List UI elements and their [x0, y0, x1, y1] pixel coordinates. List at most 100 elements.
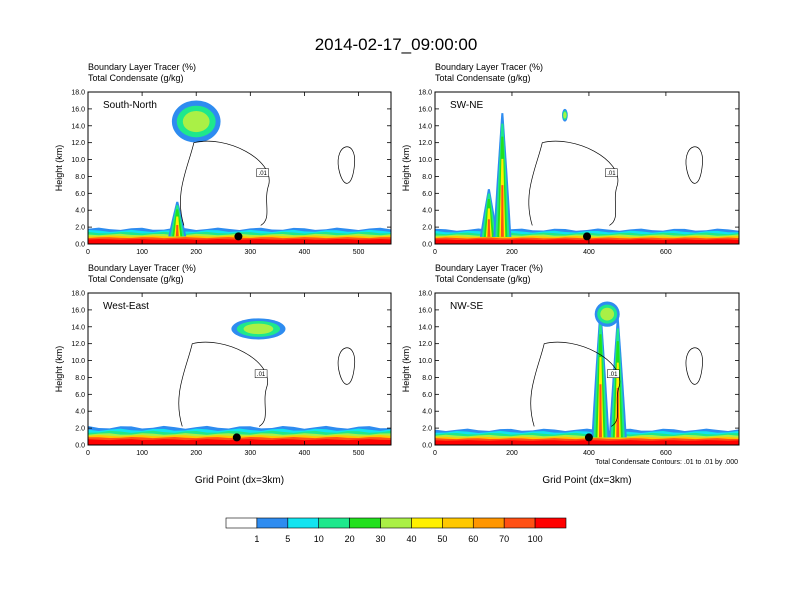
header-condensate: Total Condensate (g/kg)	[88, 274, 184, 284]
xtick-label: 200	[506, 450, 518, 457]
plot-frame	[434, 292, 740, 446]
xtick-label: 400	[299, 249, 311, 256]
xtick-label: 0	[86, 450, 90, 457]
contour-label: .01	[607, 171, 616, 177]
ytick-label: 4.0	[75, 208, 85, 215]
plot-layers: .01	[435, 301, 739, 445]
xtick-label: 600	[660, 249, 672, 256]
location-marker	[584, 433, 593, 442]
xtick-label: 200	[190, 249, 202, 256]
contour-label: .01	[609, 372, 618, 378]
xtick-label: 0	[433, 450, 437, 457]
ytick-label: 4.0	[75, 409, 85, 416]
plume-0-layer-4	[175, 225, 179, 237]
ytick-label: 6.0	[75, 191, 85, 198]
bl-band-6	[435, 440, 739, 445]
location-marker	[583, 232, 591, 241]
ylabel: Height (km)	[401, 145, 411, 192]
ytick-label: 6.0	[422, 191, 432, 198]
panel-west-east: Boundary Layer Tracer (%)Total Condensat…	[54, 263, 392, 486]
bl-band-6	[88, 439, 391, 445]
xtick-label: 500	[353, 249, 365, 256]
location-marker	[232, 433, 241, 442]
ytick-label: 2.0	[75, 225, 85, 232]
colorbar-swatch-3	[318, 517, 350, 529]
ytick-label: 0.0	[75, 242, 85, 249]
ylabel: Height (km)	[54, 145, 64, 192]
colorbar-swatch-2	[287, 517, 320, 529]
header-tracer: Boundary Layer Tracer (%)	[88, 263, 196, 273]
panel-sw-ne: Boundary Layer Tracer (%)Total Condensat…	[401, 62, 740, 256]
ytick-label: 10.0	[418, 157, 432, 164]
colorbar-swatch-7	[442, 517, 474, 529]
xtick-label: 300	[244, 450, 256, 457]
plot-frame	[87, 292, 392, 446]
ytick-label: 12.0	[71, 341, 85, 348]
contour-label: .01	[259, 171, 268, 177]
ytick-label: 18.0	[418, 291, 432, 298]
ytick-label: 14.0	[71, 123, 85, 130]
contour-label-box	[254, 369, 268, 379]
condensate-contour	[530, 341, 621, 427]
colorbar-swatch-0	[225, 517, 258, 529]
contour-info: Total Condensate Contours: .01 to .01 by…	[595, 459, 738, 466]
ytick-label: 12.0	[418, 140, 432, 147]
ytick-label: 6.0	[422, 392, 432, 399]
xtick-label: 400	[583, 249, 595, 256]
xtick-label: 500	[353, 450, 365, 457]
ytick-label: 2.0	[422, 426, 432, 433]
ytick-label: 16.0	[418, 106, 432, 113]
contour-label-box	[605, 168, 618, 178]
colorbar-swatch-9	[503, 517, 536, 529]
ytick-label: 10.0	[418, 358, 432, 365]
condensate-contour	[180, 140, 270, 226]
plot-area	[435, 92, 739, 244]
xtick-label: 100	[136, 249, 148, 256]
ytick-label: 4.0	[422, 409, 432, 416]
ytick-label: 12.0	[418, 341, 432, 348]
contour-label: .01	[257, 372, 266, 378]
xtick-label: 400	[583, 450, 595, 457]
colorbar-label: 1	[254, 534, 259, 544]
ytick-label: 4.0	[422, 208, 432, 215]
ylabel: Height (km)	[54, 346, 64, 393]
bl-band-6	[435, 239, 739, 244]
plot-layers: .01	[435, 108, 739, 244]
anvil-0-core	[182, 111, 210, 133]
colorbar-swatch-6	[411, 517, 443, 529]
xtick-label: 200	[190, 450, 202, 457]
xtick-label: 200	[506, 249, 518, 256]
colorbar-label: 70	[499, 534, 509, 544]
header-tracer: Boundary Layer Tracer (%)	[435, 62, 543, 72]
ytick-label: 18.0	[71, 90, 85, 97]
colorbar-label: 5	[285, 534, 290, 544]
panel-south-north: Boundary Layer Tracer (%)Total Condensat…	[54, 62, 392, 256]
ytick-label: 18.0	[71, 291, 85, 298]
ytick-label: 2.0	[75, 426, 85, 433]
plot-layers: .01	[88, 318, 391, 445]
xtick-label: 0	[433, 249, 437, 256]
ytick-label: 0.0	[422, 242, 432, 249]
panel-title: West-East	[103, 301, 149, 312]
xlabel: Grid Point (dx=3km)	[195, 475, 284, 486]
xtick-label: 600	[660, 450, 672, 457]
contour-label-box	[607, 369, 620, 379]
colorbar-label: 30	[376, 534, 386, 544]
ytick-label: 12.0	[71, 140, 85, 147]
bl-band-6	[88, 239, 391, 244]
header-tracer: Boundary Layer Tracer (%)	[435, 263, 543, 273]
panel-title: SW-NE	[450, 100, 483, 111]
colorbar-swatch-4	[349, 517, 381, 529]
plot-area	[435, 293, 739, 445]
colorbar-label: 100	[528, 534, 543, 544]
ytick-label: 8.0	[422, 174, 432, 181]
plume-0-layer-4	[598, 384, 602, 438]
ytick-label: 10.0	[71, 358, 85, 365]
panel-title: NW-SE	[450, 301, 483, 312]
colorbar: 1 5 10 20 30 40 50 60 70 100	[225, 517, 567, 544]
colorbar-label: 40	[406, 534, 416, 544]
plot-area	[88, 92, 391, 244]
header-condensate: Total Condensate (g/kg)	[88, 73, 184, 83]
plot-area	[88, 293, 391, 445]
anvil-0-core	[243, 323, 274, 335]
